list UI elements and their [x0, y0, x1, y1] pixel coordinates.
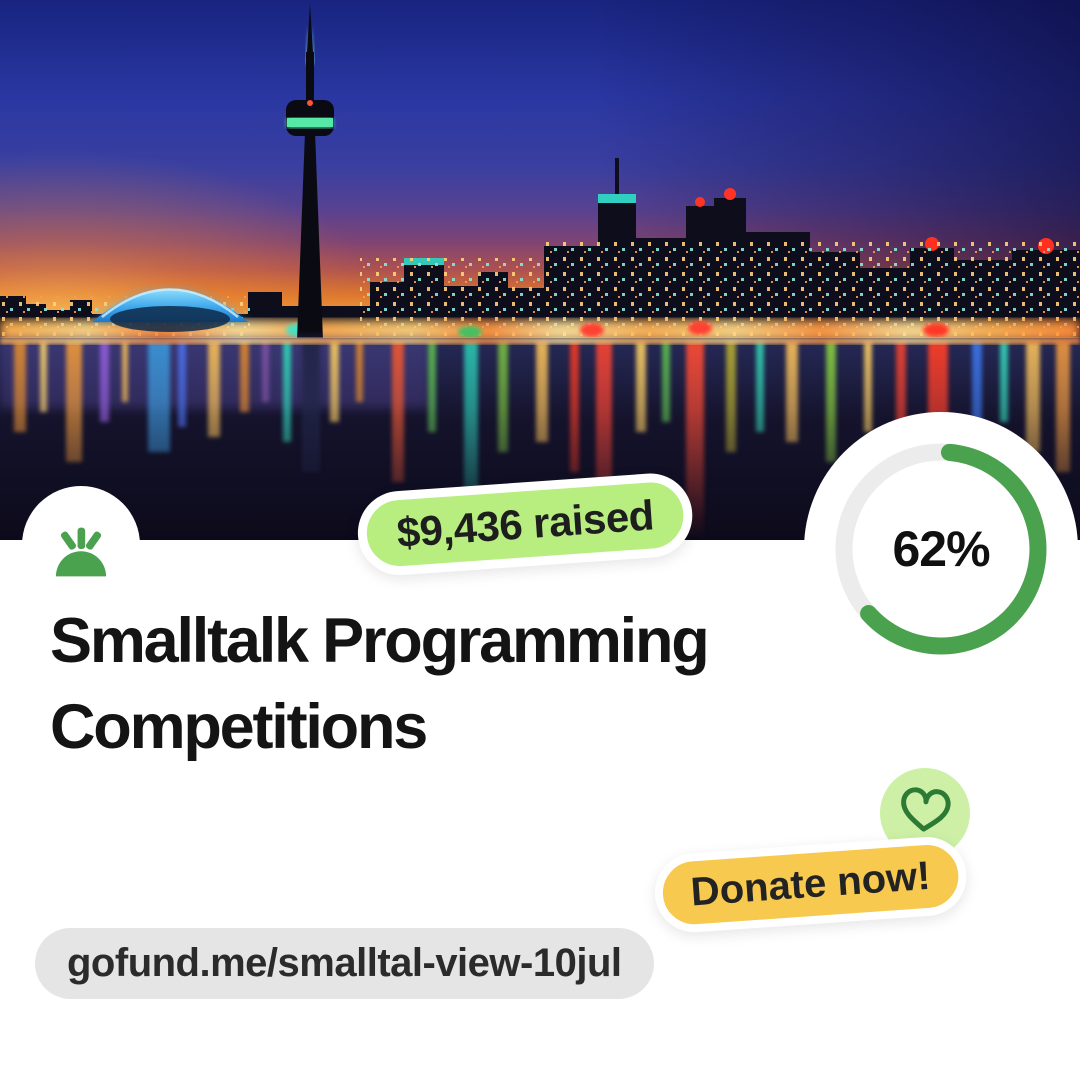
gofundme-logo-badge	[22, 486, 140, 604]
cn-tower	[286, 4, 334, 340]
water-reflections	[0, 338, 1080, 540]
stadium-dome	[92, 288, 248, 332]
donate-button-label: Donate now!	[689, 853, 932, 915]
donate-button[interactable]: Donate now!	[652, 834, 969, 935]
hero-photo	[0, 0, 1080, 540]
progress-percent-label: 62%	[892, 521, 990, 577]
skyline-photo-graphic	[0, 0, 1080, 540]
share-url-text: gofund.me/smalltal-view-10jul	[67, 941, 622, 985]
progress-ring-graphic	[804, 412, 1078, 686]
share-url-link[interactable]: gofund.me/smalltal-view-10jul	[35, 928, 654, 999]
heart-icon	[901, 787, 951, 832]
gofundme-sunrise-icon	[55, 527, 107, 577]
amount-raised-label: $9,436 raised	[395, 491, 656, 557]
campaign-title: Smalltalk Programming Competitions	[50, 606, 710, 763]
progress-ring: 62%	[804, 412, 1078, 686]
progress-ring-arc	[835, 443, 1047, 655]
shore-lights	[0, 320, 1080, 342]
